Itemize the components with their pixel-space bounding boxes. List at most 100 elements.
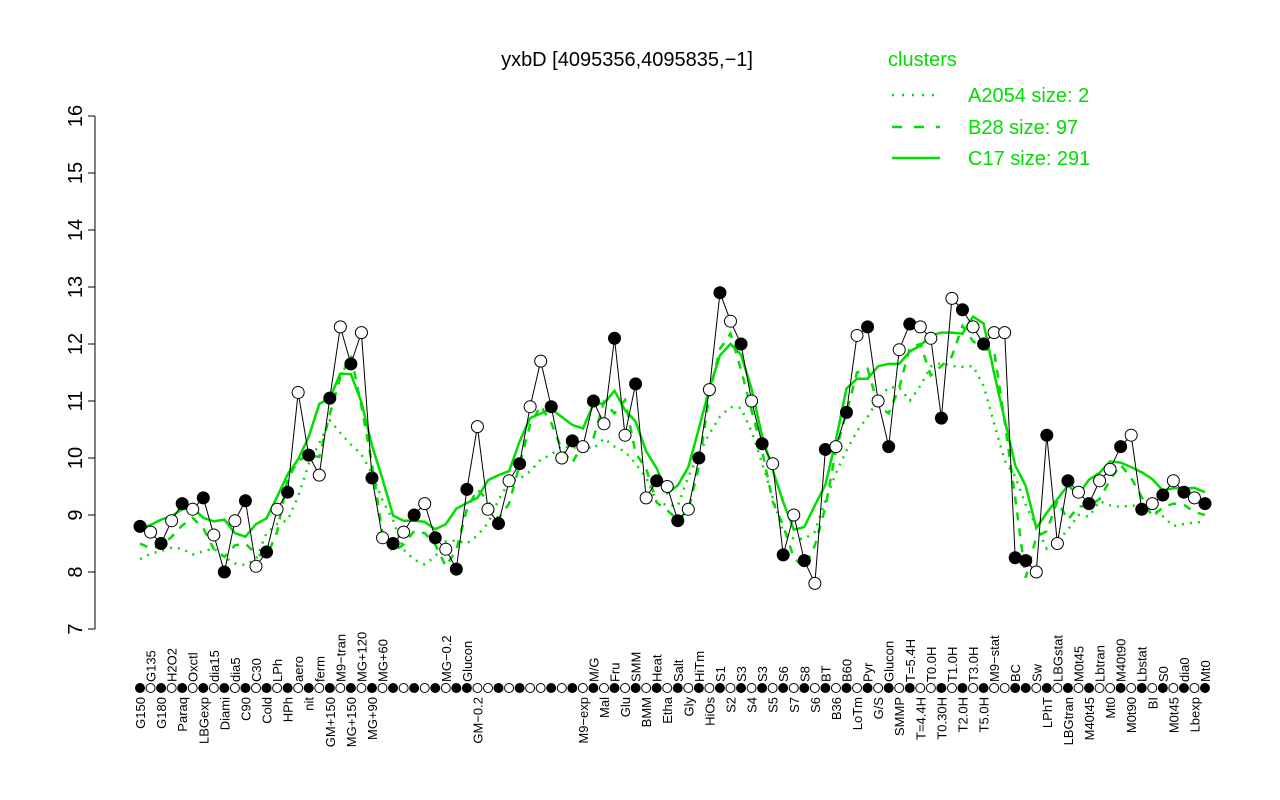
x-tick-label: BT — [818, 665, 833, 682]
data-point — [671, 514, 685, 528]
x-tick-label: BMM — [639, 697, 654, 727]
x-tick-label: M9−tran — [333, 634, 348, 682]
rug-point — [472, 683, 483, 693]
data-point — [492, 517, 506, 531]
data-point — [787, 508, 801, 522]
x-tick-label: Lbstat — [1135, 646, 1150, 682]
data-point — [1082, 497, 1096, 511]
x-tick-label: B36 — [829, 697, 844, 720]
x-tick-label: M0t45 — [1071, 646, 1086, 682]
x-tick-label: dia0 — [1177, 657, 1192, 682]
rug-point — [936, 683, 947, 693]
cluster-line-a2054 — [139, 361, 1206, 567]
data-point — [513, 457, 527, 471]
x-tick-label: HPh — [281, 697, 296, 722]
data-point — [934, 411, 948, 425]
rug-point — [177, 683, 188, 693]
rug-point — [166, 683, 177, 693]
rug-point — [609, 683, 620, 693]
data-series — [133, 286, 1212, 590]
data-point — [386, 537, 400, 550]
x-tick-label: LBGtran — [1061, 697, 1076, 745]
rug-point — [989, 683, 1000, 693]
x-tick-label: LPhT — [1040, 697, 1055, 728]
data-point — [144, 525, 158, 539]
rug-point — [915, 683, 926, 693]
rug-point — [451, 683, 462, 693]
rug-point — [1157, 683, 1168, 693]
rug-point — [356, 683, 367, 693]
rug-point — [409, 683, 420, 693]
rug-point — [577, 683, 588, 693]
rug-point — [461, 683, 472, 693]
x-tick-label: S0 — [1156, 666, 1171, 682]
data-point — [460, 482, 474, 496]
x-tick-label: GM+150 — [323, 697, 338, 747]
x-tick-label: HiTm — [692, 651, 707, 682]
data-point — [1198, 497, 1212, 511]
rug-point — [1041, 683, 1052, 693]
x-tick-label: aero — [291, 656, 306, 682]
x-tick-label: T2.0H — [955, 697, 970, 732]
rug-point — [820, 683, 831, 693]
rug-point — [746, 683, 757, 693]
data-point — [186, 502, 200, 516]
data-point — [397, 525, 411, 539]
data-point — [154, 537, 168, 550]
data-point — [1177, 485, 1191, 499]
x-tick-label: M9−exp — [576, 697, 591, 744]
data-point — [998, 326, 1012, 340]
x-tick-label: T0.0H — [924, 647, 939, 682]
data-point — [608, 331, 622, 345]
data-point — [1145, 497, 1159, 511]
rug-point — [335, 683, 346, 693]
legend-entry-b28: B28 size: 97 — [892, 117, 1078, 139]
rug-point — [1020, 683, 1031, 693]
rug-point — [482, 683, 493, 693]
x-tick-label: H2O2 — [165, 648, 180, 682]
x-tick-label: BI — [1145, 697, 1160, 709]
x-tick-label: Heat — [650, 654, 665, 682]
x-tick-label: S3 — [755, 666, 770, 682]
rug-point — [504, 683, 515, 693]
rug-point — [440, 683, 451, 693]
legend-entry-a2054: A2054 size: 2 — [892, 85, 1089, 107]
data-point — [850, 328, 864, 342]
data-point — [217, 565, 231, 579]
y-tick-label: 14 — [65, 219, 87, 241]
rug-point — [388, 683, 399, 693]
y-tick-label: 16 — [65, 105, 87, 127]
data-point — [1050, 537, 1064, 550]
data-point — [797, 554, 811, 568]
x-tick-label: T1.0H — [945, 647, 960, 682]
x-tick-label: Mt0 — [1103, 697, 1118, 719]
x-tick-label: MG+90 — [365, 697, 380, 740]
rug-point — [1031, 683, 1042, 693]
rug-point — [261, 683, 272, 693]
rug-point — [588, 683, 599, 693]
rug-point — [809, 683, 820, 693]
legend: clusters A2054 size: 2 B28 size: 97 C17 … — [888, 49, 1090, 170]
rug-point — [303, 683, 314, 693]
rug-point — [1062, 683, 1073, 693]
x-tick-label: C90 — [238, 697, 253, 721]
x-tick-label: S3 — [734, 666, 749, 682]
y-tick-label: 12 — [65, 333, 87, 355]
rug-point — [736, 683, 747, 693]
data-point — [1093, 474, 1107, 488]
x-tick-label: LBGexp — [196, 697, 211, 744]
x-tick-label: Glucon — [882, 641, 897, 682]
rug-point — [219, 683, 230, 693]
x-tick-label: Diami — [217, 697, 232, 730]
x-tick-label: Cold — [260, 697, 275, 724]
data-point — [660, 480, 674, 493]
rug-point — [366, 683, 377, 693]
x-tick-label: S4 — [745, 697, 760, 713]
data-point — [260, 545, 274, 559]
data-point — [829, 440, 843, 454]
data-point — [618, 428, 632, 442]
data-point — [1040, 428, 1054, 442]
rug-point — [1073, 683, 1084, 693]
rug-point — [1168, 683, 1179, 693]
